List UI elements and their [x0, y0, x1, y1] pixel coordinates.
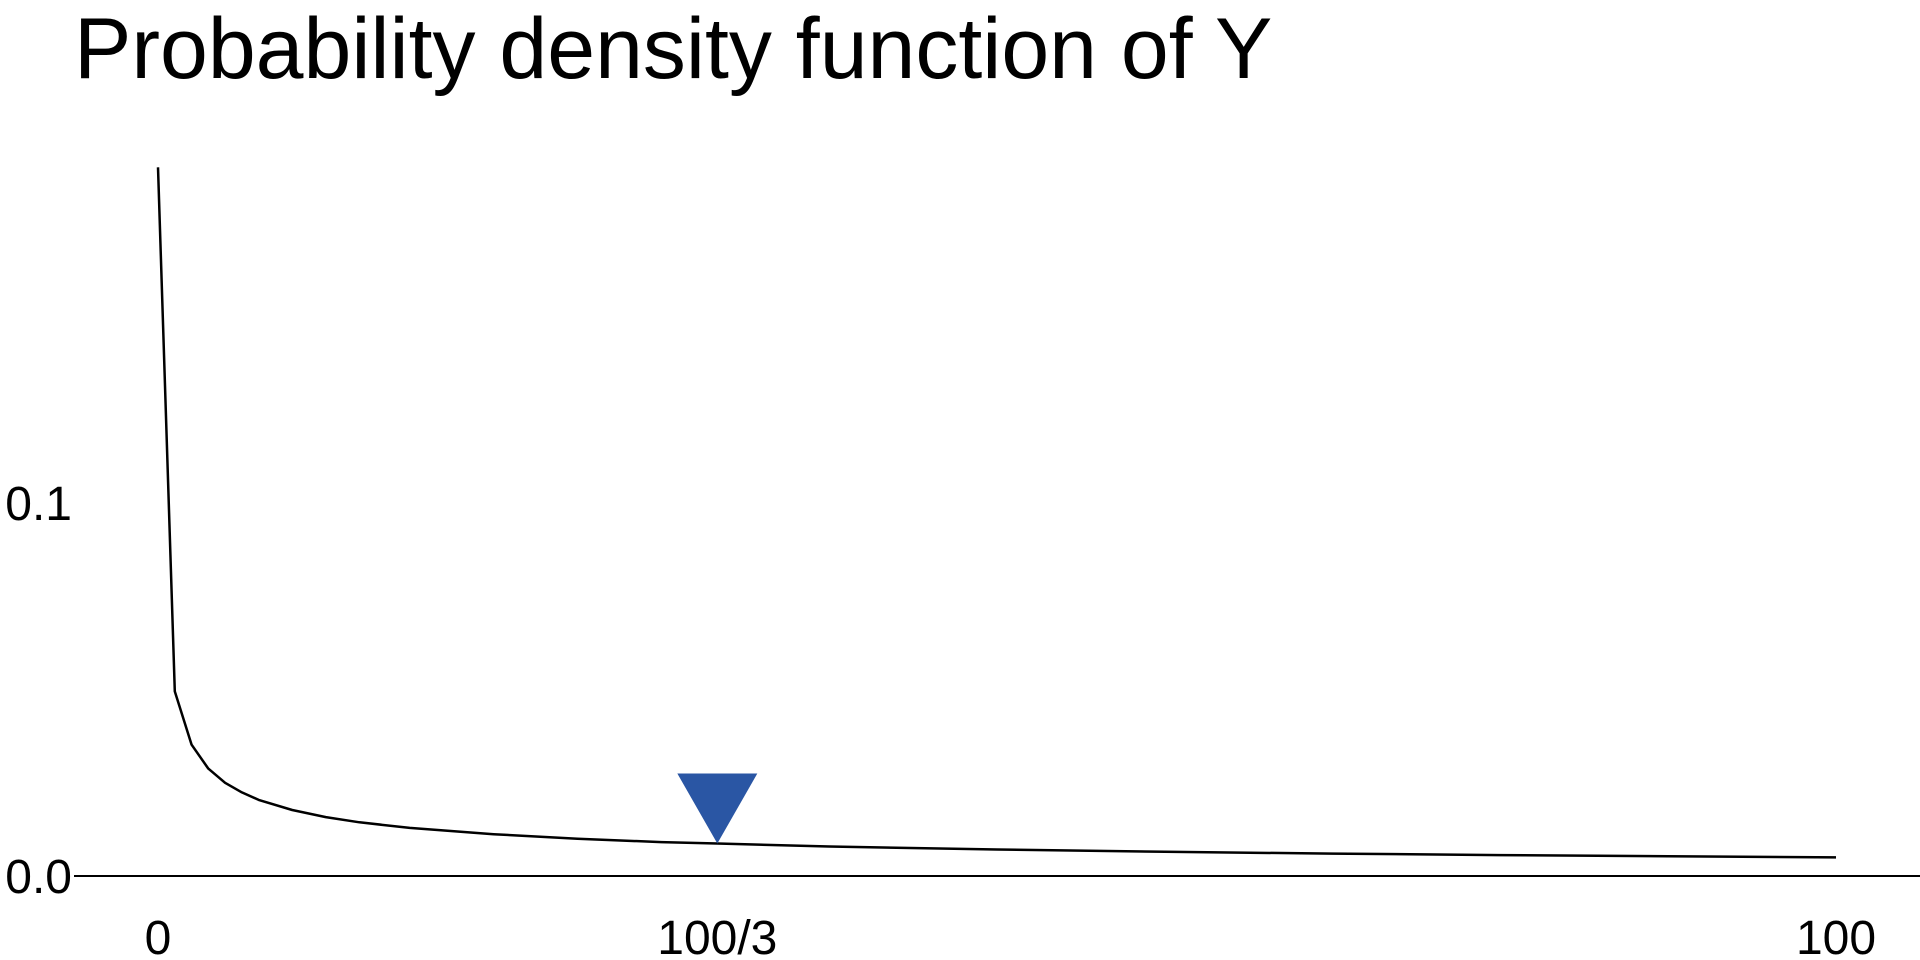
y-tick-label: 0.0: [5, 851, 72, 904]
marker-layer: [677, 773, 758, 844]
x-tick-label: 0: [145, 912, 172, 960]
y-tick-label: 0.1: [5, 478, 72, 531]
mean-marker-triangle: [677, 773, 758, 844]
chart-title: Probability density function of Y: [74, 1, 1272, 97]
x-tick-labels: 0 100/3 100: [145, 912, 1876, 960]
pdf-curve: [156, 167, 1837, 859]
series-layer: [156, 167, 1837, 859]
x-tick-label: 100/3: [657, 912, 777, 960]
y-tick-labels: 0.0 0.1: [5, 478, 72, 904]
x-tick-label: 100: [1796, 912, 1876, 960]
